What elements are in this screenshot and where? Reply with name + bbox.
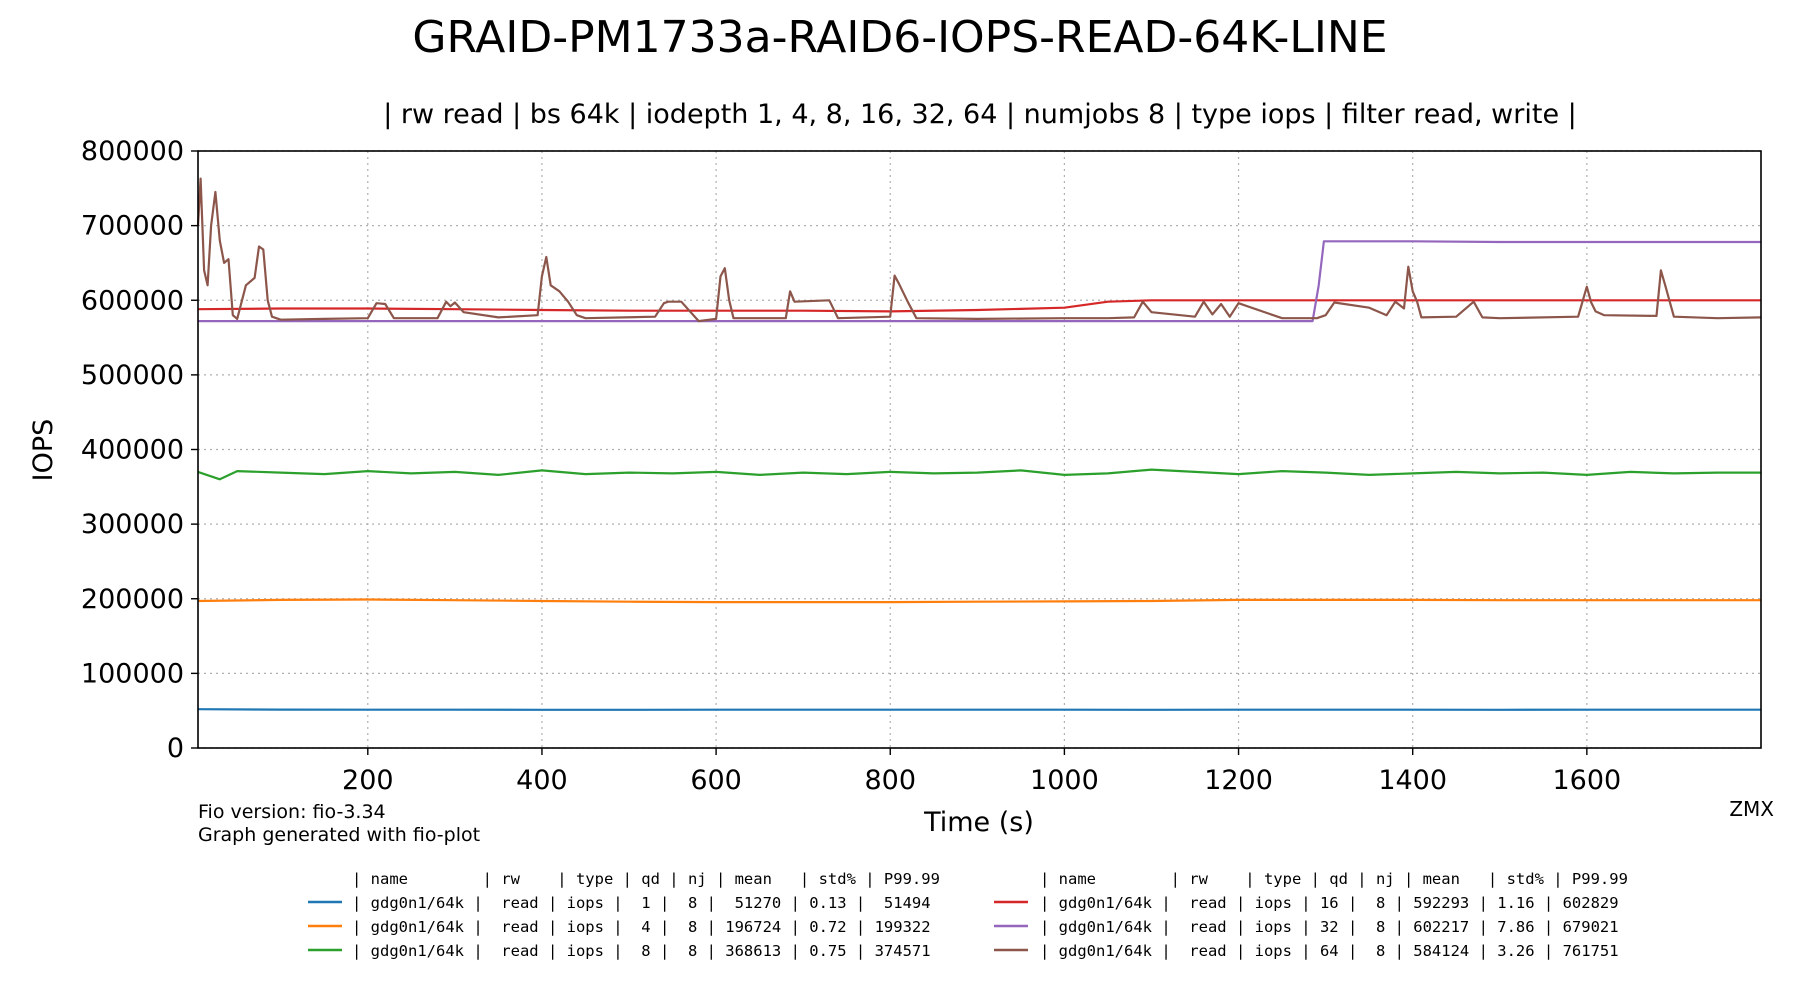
x-tick-label: 800 — [864, 765, 916, 796]
generator-note: Graph generated with fio-plot — [198, 824, 480, 846]
chart-title: GRAID-PM1733a-RAID6-IOPS-READ-64K-LINE — [412, 12, 1387, 63]
x-tick-label: 400 — [516, 765, 568, 796]
series-line-5 — [198, 240, 1761, 323]
author-note: ZMX — [1729, 797, 1774, 821]
legend-column-left: | name | rw | type | qd | nj | mean | st… — [308, 870, 940, 960]
series-line-3 — [197, 468, 1761, 481]
legend-entry: | gdg0n1/64k | read | iops | 4 | 8 | 196… — [352, 918, 931, 936]
legend-entry: | gdg0n1/64k | read | iops | 64 | 8 | 58… — [1040, 942, 1619, 960]
y-tick-label: 200000 — [81, 584, 184, 615]
x-axis-label: Time (s) — [923, 807, 1034, 838]
fio-version-note: Fio version: fio-3.34 — [198, 801, 386, 823]
legend-header: | name | rw | type | qd | nj | mean | st… — [1040, 870, 1628, 888]
legend-header: | name | rw | type | qd | nj | mean | st… — [352, 870, 940, 888]
y-axis-label: IOPS — [28, 419, 59, 482]
x-tick-label: 200 — [342, 765, 394, 796]
y-tick-label: 400000 — [81, 435, 184, 466]
series-lines — [196, 177, 1762, 711]
legend-column-right: | name | rw | type | qd | nj | mean | st… — [994, 870, 1628, 960]
y-tick-label: 600000 — [81, 285, 184, 316]
x-tick-label: 1000 — [1030, 765, 1099, 796]
y-tick-label: 800000 — [81, 136, 184, 167]
y-tick-label: 500000 — [81, 360, 184, 391]
x-tick-label: 1200 — [1204, 765, 1273, 796]
y-tick-label: 100000 — [81, 658, 184, 689]
series-line-4 — [197, 299, 1761, 313]
x-axis-ticks: 200 400 600 800 1000 1200 1400 1600 — [342, 748, 1621, 796]
series-line-6 — [196, 177, 1762, 323]
x-tick-label: 1400 — [1378, 765, 1447, 796]
y-tick-label: 700000 — [81, 211, 184, 242]
legend-entry: | gdg0n1/64k | read | iops | 1 | 8 | 512… — [352, 894, 931, 912]
legend: | name | rw | type | qd | nj | mean | st… — [308, 870, 1628, 960]
legend-entry: | gdg0n1/64k | read | iops | 16 | 8 | 59… — [1040, 894, 1619, 912]
y-tick-label: 300000 — [81, 509, 184, 540]
legend-entry: | gdg0n1/64k | read | iops | 8 | 8 | 368… — [352, 942, 931, 960]
x-tick-label: 600 — [690, 765, 742, 796]
legend-entry: | gdg0n1/64k | read | iops | 32 | 8 | 60… — [1040, 918, 1619, 936]
y-tick-label: 0 — [167, 733, 184, 764]
series-line-2 — [197, 598, 1761, 604]
chart-subtitle: | rw read | bs 64k | iodepth 1, 4, 8, 16… — [383, 99, 1577, 130]
grid — [198, 150, 1761, 749]
y-axis-ticks: 0 100000 200000 300000 400000 500000 600000 700… — [81, 136, 198, 764]
x-tick-label: 1600 — [1552, 765, 1621, 796]
series-line-1 — [197, 708, 1761, 711]
